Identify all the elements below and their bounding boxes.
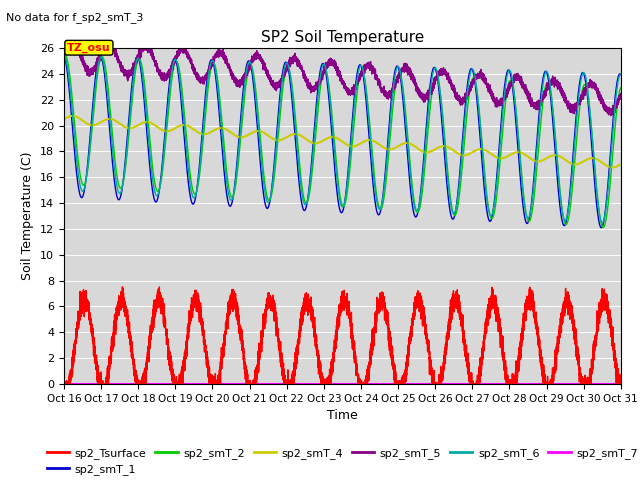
sp2_smT_4 — [587, 156, 595, 161]
Title: SP2 Soil Temperature: SP2 Soil Temperature — [260, 30, 424, 46]
sp2_smT_2 — [61, 52, 68, 58]
Line: sp2_smT_2: sp2_smT_2 — [64, 55, 621, 228]
X-axis label: Time: Time — [327, 409, 358, 422]
sp2_smT_5 — [483, 81, 491, 86]
Text: No data for f_sp2_smT_3: No data for f_sp2_smT_3 — [6, 12, 144, 23]
Legend: sp2_Tsurface, sp2_smT_1, sp2_smT_2, sp2_smT_4, sp2_smT_5, sp2_smT_6, sp2_smT_7: sp2_Tsurface, sp2_smT_1, sp2_smT_2, sp2_… — [43, 444, 640, 480]
Y-axis label: Soil Temperature (C): Soil Temperature (C) — [22, 152, 35, 280]
sp2_smT_5 — [594, 87, 602, 93]
sp2_smT_2 — [324, 74, 332, 80]
sp2_smT_5 — [617, 93, 625, 98]
sp2_smT_4 — [68, 113, 76, 119]
sp2_smT_6 — [617, 71, 625, 77]
sp2_smT_1 — [324, 82, 332, 88]
sp2_smT_5 — [587, 83, 595, 89]
sp2_smT_6 — [467, 68, 475, 74]
sp2_smT_2 — [594, 193, 602, 199]
sp2_smT_6 — [250, 72, 257, 77]
Line: sp2_smT_5: sp2_smT_5 — [64, 36, 621, 116]
sp2_smT_1 — [598, 225, 605, 231]
Line: sp2_smT_4: sp2_smT_4 — [64, 116, 621, 168]
sp2_Tsurface — [594, 329, 602, 335]
sp2_smT_2 — [250, 70, 257, 75]
sp2_smT_4 — [467, 150, 475, 156]
sp2_smT_4 — [483, 148, 491, 154]
sp2_smT_7 — [483, 381, 490, 387]
sp2_smT_7 — [250, 381, 257, 387]
sp2_smT_1 — [617, 72, 625, 78]
sp2_smT_7 — [587, 381, 595, 387]
sp2_smT_7 — [324, 381, 332, 387]
sp2_smT_5 — [467, 84, 475, 90]
sp2_Tsurface — [483, 317, 491, 323]
sp2_smT_6 — [598, 220, 606, 226]
sp2_smT_6 — [483, 195, 490, 201]
sp2_smT_7 — [467, 381, 475, 387]
sp2_smT_4 — [594, 156, 602, 162]
sp2_smT_2 — [617, 85, 625, 91]
sp2_smT_6 — [593, 195, 601, 201]
sp2_smT_2 — [467, 80, 475, 85]
sp2_Tsurface — [118, 284, 126, 290]
sp2_smT_1 — [467, 66, 475, 72]
Line: sp2_smT_6: sp2_smT_6 — [64, 56, 621, 223]
sp2_smT_4 — [324, 135, 332, 141]
sp2_smT_1 — [250, 79, 257, 84]
sp2_Tsurface — [467, 379, 475, 385]
sp2_smT_6 — [324, 75, 332, 81]
sp2_Tsurface — [617, 381, 625, 387]
sp2_smT_2 — [600, 225, 607, 230]
sp2_smT_6 — [587, 114, 595, 120]
Line: sp2_smT_1: sp2_smT_1 — [64, 55, 621, 228]
sp2_smT_1 — [483, 207, 490, 213]
sp2_Tsurface — [250, 381, 257, 387]
sp2_smT_5 — [607, 113, 615, 119]
sp2_smT_1 — [60, 52, 68, 58]
sp2_smT_7 — [593, 381, 601, 387]
sp2_Tsurface — [587, 374, 595, 380]
sp2_smT_7 — [60, 381, 68, 387]
sp2_smT_1 — [587, 127, 595, 133]
sp2_smT_2 — [483, 192, 491, 197]
Text: TZ_osu: TZ_osu — [67, 43, 111, 53]
sp2_smT_2 — [587, 115, 595, 121]
sp2_smT_4 — [609, 165, 616, 170]
sp2_smT_5 — [250, 55, 257, 61]
sp2_Tsurface — [60, 381, 68, 387]
sp2_smT_5 — [60, 47, 68, 52]
sp2_smT_7 — [617, 381, 625, 387]
sp2_smT_1 — [593, 208, 601, 214]
sp2_Tsurface — [324, 381, 332, 387]
Line: sp2_Tsurface: sp2_Tsurface — [64, 287, 621, 384]
sp2_smT_2 — [60, 52, 68, 58]
sp2_smT_5 — [70, 33, 78, 38]
sp2_smT_4 — [250, 129, 257, 135]
sp2_smT_6 — [60, 53, 68, 59]
sp2_smT_4 — [60, 116, 68, 122]
sp2_smT_4 — [617, 161, 625, 167]
sp2_smT_5 — [324, 60, 332, 65]
